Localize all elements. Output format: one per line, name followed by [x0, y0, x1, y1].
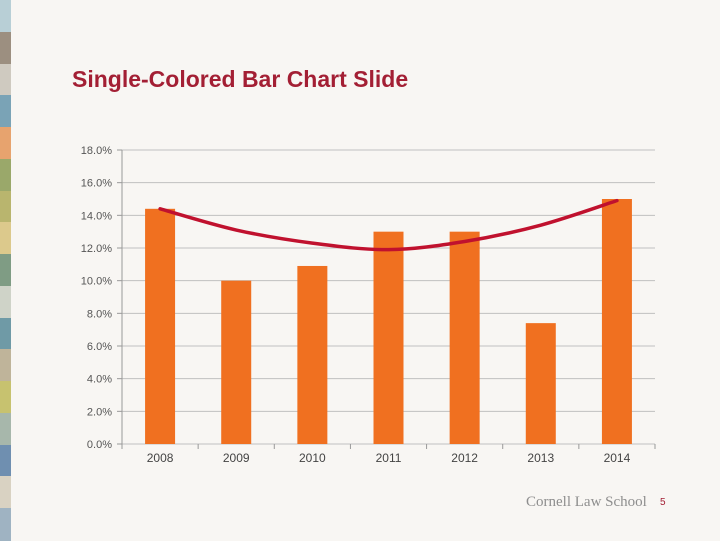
stripe-segment [0, 412, 11, 446]
y-tick-label: 6.0% [87, 341, 112, 353]
stripe-segment [0, 158, 11, 192]
stripe-segment [0, 222, 11, 256]
x-tick-label: 2008 [147, 451, 174, 465]
bar-2011 [373, 231, 404, 444]
stripe-segment [0, 317, 11, 351]
y-tick-label: 12.0% [81, 243, 112, 255]
y-tick-label: 4.0% [87, 374, 112, 386]
stripe-segment [0, 285, 11, 319]
bar-2013 [525, 323, 556, 444]
y-tick-label: 10.0% [81, 276, 112, 288]
slide-title: Single-Colored Bar Chart Slide [72, 66, 409, 92]
bar-2008 [145, 208, 176, 444]
y-tick-label: 14.0% [81, 210, 112, 222]
page-number: 5 [660, 497, 666, 508]
x-tick-label: 2010 [299, 451, 326, 465]
stripe-segment [0, 444, 11, 478]
stripe-segment [0, 508, 11, 541]
x-tick-label: 2011 [376, 451, 402, 465]
stripe-segment [0, 476, 11, 510]
y-tick-label: 0.0% [87, 439, 112, 451]
bar-2014 [601, 199, 632, 444]
cornell-law-school-logo: Cornell Law School [526, 494, 647, 510]
x-tick-label: 2013 [527, 451, 554, 465]
y-tick-label: 18.0% [81, 145, 112, 157]
y-tick-label: 8.0% [87, 308, 112, 320]
y-tick-label: 2.0% [87, 406, 112, 418]
x-tick-label: 2012 [451, 451, 478, 465]
x-tick-label: 2009 [223, 451, 250, 465]
stripe-segment [0, 254, 11, 287]
trendline [158, 198, 619, 252]
stripe-segment [0, 349, 11, 383]
decorative-stripe-bar [0, 0, 11, 541]
stripe-segment [0, 31, 11, 65]
stripe-segment [0, 95, 11, 129]
stripe-segment [0, 190, 11, 224]
x-tick-label: 2014 [604, 451, 631, 465]
bar-2009 [221, 280, 252, 444]
stripe-segment [0, 63, 11, 97]
y-tick-label: 16.0% [81, 178, 112, 190]
stripe-segment [0, 381, 11, 414]
stripe-segment [0, 0, 11, 33]
bar-2012 [449, 231, 480, 444]
stripe-segment [0, 127, 11, 160]
bar-2010 [297, 265, 328, 444]
